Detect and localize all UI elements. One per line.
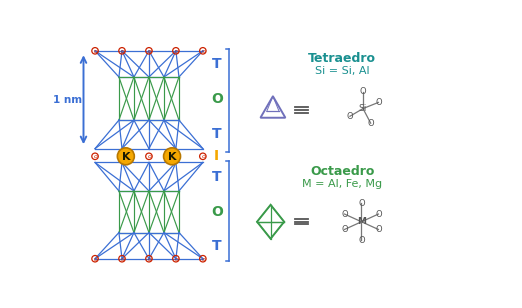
Text: O: O [367, 119, 374, 128]
Text: Si = Si, Al: Si = Si, Al [315, 66, 370, 76]
Text: O: O [375, 98, 382, 107]
Text: O: O [341, 225, 348, 234]
Text: O: O [375, 225, 382, 234]
Text: T: T [212, 128, 221, 141]
Text: o: o [93, 49, 98, 54]
Text: 1 nm: 1 nm [53, 95, 82, 105]
Circle shape [163, 148, 181, 165]
Text: O: O [211, 91, 223, 106]
Text: o: o [147, 257, 151, 262]
Text: o: o [147, 154, 151, 160]
Text: Si: Si [359, 104, 367, 113]
Text: T: T [212, 170, 221, 184]
Text: o: o [201, 257, 205, 262]
Text: O: O [347, 112, 353, 121]
Text: O: O [358, 199, 365, 208]
Circle shape [117, 148, 134, 165]
Text: o: o [174, 49, 178, 54]
Text: M: M [357, 217, 366, 226]
Text: o: o [121, 257, 124, 262]
Text: T: T [212, 239, 221, 253]
Text: o: o [121, 154, 124, 160]
Text: I: I [214, 149, 219, 163]
Text: O: O [358, 236, 365, 245]
Text: O: O [341, 209, 348, 219]
Text: o: o [93, 257, 98, 262]
Text: o: o [201, 49, 205, 54]
Text: Octaedro: Octaedro [310, 165, 374, 178]
Text: Tetraedro: Tetraedro [308, 52, 376, 65]
Text: o: o [121, 49, 124, 54]
Text: O: O [375, 209, 382, 219]
Text: o: o [147, 49, 151, 54]
Text: O: O [211, 205, 223, 219]
Text: T: T [212, 57, 221, 71]
Text: o: o [93, 154, 98, 160]
Text: o: o [201, 154, 205, 160]
Text: K: K [168, 152, 176, 162]
Text: o: o [174, 154, 178, 160]
Text: O: O [360, 87, 366, 96]
Text: K: K [122, 152, 130, 162]
Text: o: o [174, 257, 178, 262]
Text: M = Al, Fe, Mg: M = Al, Fe, Mg [302, 179, 382, 189]
